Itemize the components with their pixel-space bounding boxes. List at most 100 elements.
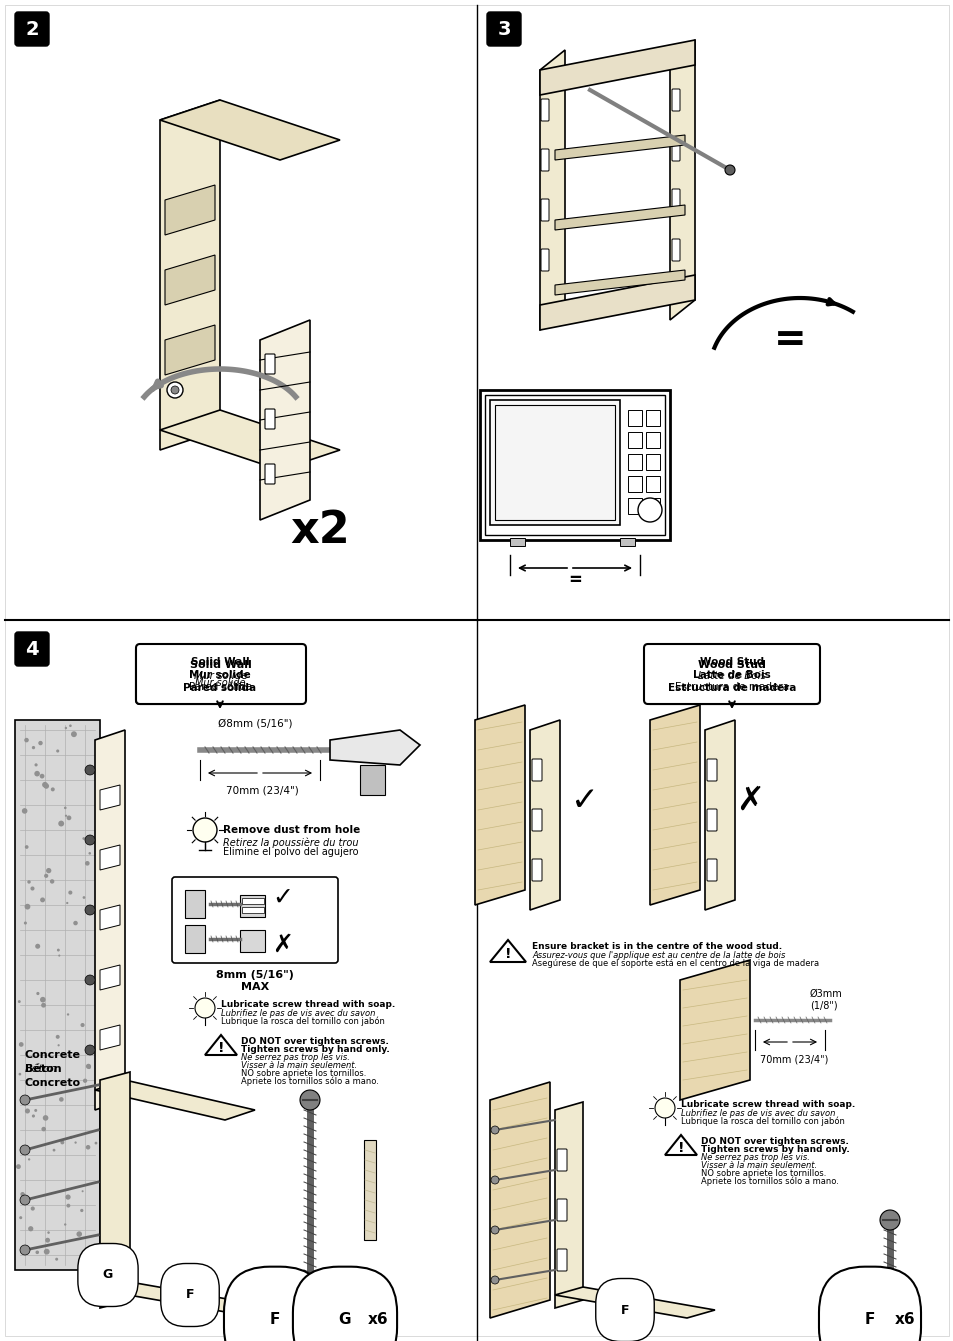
Polygon shape — [165, 325, 214, 375]
Circle shape — [65, 814, 67, 817]
Bar — [484, 396, 664, 535]
Polygon shape — [539, 275, 695, 330]
Circle shape — [89, 852, 91, 854]
Text: Pared sólida: Pared sólida — [189, 683, 253, 692]
Text: 3: 3 — [497, 20, 510, 39]
Circle shape — [67, 1014, 70, 1015]
Text: =: = — [567, 571, 581, 589]
Circle shape — [85, 905, 95, 915]
Text: Wood Stud: Wood Stud — [698, 660, 765, 670]
Text: Visser à la main seulement.: Visser à la main seulement. — [241, 1061, 356, 1070]
Circle shape — [42, 782, 48, 787]
Polygon shape — [95, 1080, 254, 1120]
Circle shape — [56, 750, 59, 752]
FancyBboxPatch shape — [643, 644, 820, 704]
Text: Tighten screws by hand only.: Tighten screws by hand only. — [241, 1045, 390, 1054]
Circle shape — [28, 1159, 30, 1160]
FancyBboxPatch shape — [136, 644, 306, 704]
Circle shape — [35, 944, 40, 949]
Polygon shape — [649, 705, 700, 905]
Bar — [185, 925, 205, 953]
Circle shape — [82, 837, 85, 839]
Circle shape — [491, 1176, 498, 1184]
FancyBboxPatch shape — [557, 1149, 566, 1171]
Polygon shape — [205, 1035, 236, 1055]
Circle shape — [85, 861, 90, 866]
Text: Apriete los tornillos sólo a mano.: Apriete los tornillos sólo a mano. — [241, 1077, 378, 1086]
Circle shape — [25, 904, 30, 909]
Polygon shape — [100, 1025, 120, 1050]
Circle shape — [57, 948, 60, 952]
Text: 70mm (23/4"): 70mm (23/4") — [760, 1055, 827, 1065]
Polygon shape — [359, 764, 385, 795]
Polygon shape — [490, 1082, 550, 1318]
Circle shape — [64, 806, 67, 809]
Text: 4: 4 — [25, 640, 39, 658]
Circle shape — [25, 1109, 30, 1113]
Polygon shape — [100, 1071, 130, 1307]
FancyBboxPatch shape — [671, 239, 679, 261]
Bar — [627, 498, 641, 514]
Circle shape — [18, 1000, 21, 1003]
Bar — [619, 538, 635, 546]
Circle shape — [83, 896, 85, 898]
Circle shape — [28, 1226, 33, 1231]
Circle shape — [25, 845, 29, 849]
Text: Béton: Béton — [25, 1063, 57, 1074]
Circle shape — [491, 1226, 498, 1234]
Circle shape — [67, 1204, 71, 1208]
Text: ✗: ✗ — [735, 783, 763, 817]
Circle shape — [65, 727, 67, 730]
Polygon shape — [160, 101, 220, 451]
Text: ✓: ✓ — [571, 783, 598, 817]
Polygon shape — [100, 905, 120, 931]
Circle shape — [85, 975, 95, 986]
Circle shape — [35, 1251, 39, 1254]
Text: Lubrique la rosca del tornillo con jabón: Lubrique la rosca del tornillo con jabón — [221, 1016, 384, 1026]
Polygon shape — [165, 255, 214, 304]
Text: Lubricate screw thread with soap.: Lubricate screw thread with soap. — [221, 1000, 395, 1008]
Text: ✓: ✓ — [273, 886, 294, 911]
Bar — [479, 390, 669, 540]
Text: !: ! — [677, 1141, 683, 1155]
Bar — [490, 400, 619, 524]
Circle shape — [74, 1141, 76, 1144]
Circle shape — [86, 1063, 91, 1069]
Polygon shape — [160, 101, 339, 160]
FancyBboxPatch shape — [671, 139, 679, 161]
Text: Ne serrez pas trop les vis.: Ne serrez pas trop les vis. — [700, 1153, 809, 1163]
Circle shape — [43, 1116, 49, 1121]
Text: Lubrique la rosca del tornillo con jabón: Lubrique la rosca del tornillo con jabón — [680, 1117, 844, 1126]
FancyBboxPatch shape — [486, 12, 520, 46]
Polygon shape — [160, 410, 339, 469]
Text: Concrete
Béton
Concreto: Concrete Béton Concreto — [25, 1050, 81, 1088]
Polygon shape — [15, 720, 100, 1270]
Bar — [510, 538, 524, 546]
Circle shape — [20, 1145, 30, 1155]
FancyBboxPatch shape — [172, 877, 337, 963]
Text: x6: x6 — [368, 1313, 388, 1328]
FancyBboxPatch shape — [532, 759, 541, 780]
Circle shape — [167, 382, 183, 398]
Circle shape — [52, 1149, 55, 1152]
Circle shape — [22, 809, 28, 814]
Text: Ø3mm
(1/8"): Ø3mm (1/8") — [809, 990, 841, 1011]
Circle shape — [80, 1208, 83, 1212]
Polygon shape — [100, 1282, 290, 1318]
Text: Visser à la main seulement.: Visser à la main seulement. — [700, 1161, 817, 1169]
Text: =: = — [773, 320, 805, 359]
Circle shape — [194, 998, 214, 1018]
FancyBboxPatch shape — [540, 149, 548, 172]
Circle shape — [24, 921, 27, 924]
Circle shape — [85, 1045, 95, 1055]
Text: x6: x6 — [894, 1313, 915, 1328]
Circle shape — [40, 897, 45, 902]
Circle shape — [16, 1164, 21, 1169]
Circle shape — [40, 996, 46, 1003]
Text: Ensure bracket is in the centre of the wood stud.: Ensure bracket is in the centre of the w… — [532, 941, 781, 951]
Circle shape — [88, 1066, 91, 1069]
Circle shape — [69, 724, 71, 727]
Circle shape — [24, 738, 29, 743]
Polygon shape — [165, 185, 214, 235]
Polygon shape — [260, 320, 310, 520]
